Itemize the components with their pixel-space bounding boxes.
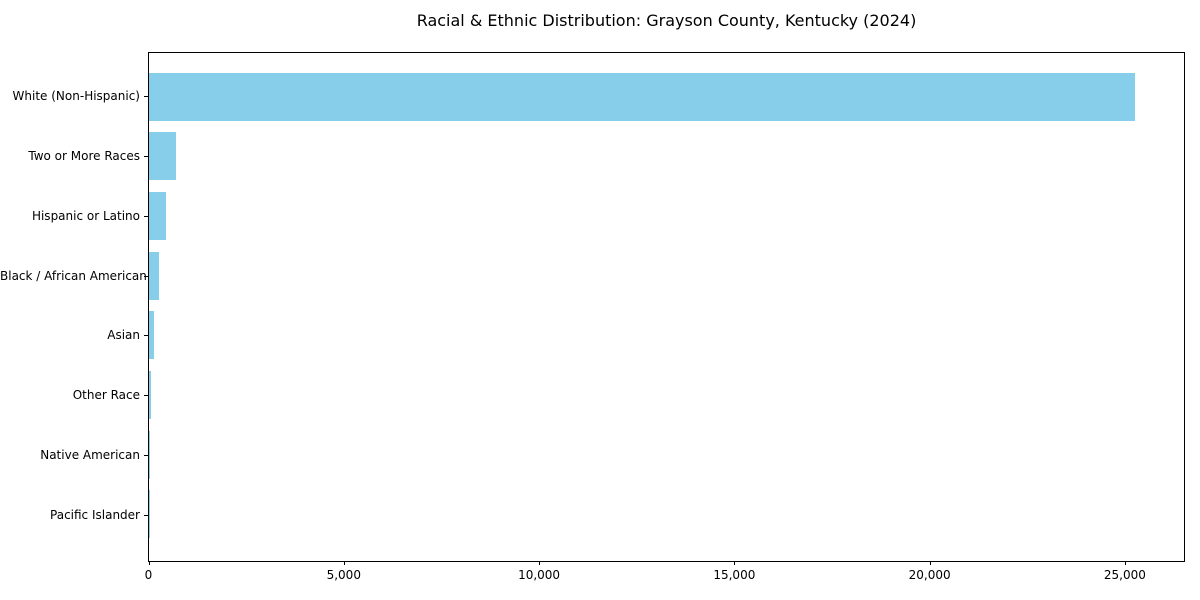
y-tick-mark-black-african-american bbox=[144, 276, 148, 277]
chart-title: Racial & Ethnic Distribution: Grayson Co… bbox=[416, 11, 917, 30]
y-tick-mark-asian bbox=[144, 335, 148, 336]
bar-black-african-american bbox=[149, 251, 159, 300]
plot-area bbox=[148, 52, 1185, 562]
y-tick-mark-hispanic-or-latino bbox=[144, 216, 148, 217]
y-tick-label-native-american: Native American bbox=[40, 448, 140, 463]
y-tick-mark-white-non-hispanic bbox=[144, 96, 148, 97]
x-tick-mark-15000 bbox=[734, 561, 736, 565]
x-tick-mark-5000 bbox=[343, 561, 345, 565]
bar-row-pacific-islander bbox=[149, 484, 1184, 544]
bar-row-hispanic-or-latino bbox=[149, 186, 1184, 246]
x-tick-label-15000: 15,000 bbox=[713, 568, 756, 582]
x-tick-label-0: 0 bbox=[144, 568, 153, 582]
bar-row-native-american bbox=[149, 425, 1184, 485]
bar-row-other-race bbox=[149, 365, 1184, 425]
y-tick-mark-two-or-more-races bbox=[144, 156, 148, 157]
x-tick-label-10000: 10,000 bbox=[518, 568, 561, 582]
bar-white-non-hispanic bbox=[149, 72, 1135, 121]
y-tick-mark-other-race bbox=[144, 395, 148, 396]
bar-row-white-non-hispanic bbox=[149, 67, 1184, 127]
y-tick-label-pacific-islander: Pacific Islander bbox=[50, 508, 140, 523]
bar-two-or-more-races bbox=[149, 132, 177, 181]
bar-other-race bbox=[149, 370, 151, 419]
x-tick-mark-25000 bbox=[1124, 561, 1126, 565]
y-tick-label-hispanic-or-latino: Hispanic or Latino bbox=[31, 208, 140, 223]
x-tick-label-25000: 25,000 bbox=[1103, 568, 1146, 582]
bar-native-american bbox=[149, 430, 150, 479]
x-tick-mark-20000 bbox=[929, 561, 931, 565]
x-tick-mark-0 bbox=[148, 561, 150, 565]
bar-row-black-african-american bbox=[149, 246, 1184, 306]
y-tick-label-asian: Asian bbox=[107, 328, 140, 343]
x-tick-mark-10000 bbox=[539, 561, 541, 565]
bar-row-two-or-more-races bbox=[149, 127, 1184, 187]
y-tick-mark-native-american bbox=[144, 455, 148, 456]
y-tick-mark-pacific-islander bbox=[144, 515, 148, 516]
y-tick-label-black-african-american: Black / African American bbox=[0, 268, 147, 283]
bars-container bbox=[149, 53, 1184, 561]
bar-hispanic-or-latino bbox=[149, 192, 167, 241]
x-tick-label-5000: 5,000 bbox=[326, 568, 361, 582]
bar-row-asian bbox=[149, 306, 1184, 366]
y-tick-label-other-race: Other Race bbox=[72, 388, 140, 403]
y-tick-label-two-or-more-races: Two or More Races bbox=[28, 148, 140, 163]
bar-asian bbox=[149, 311, 155, 360]
x-tick-label-20000: 20,000 bbox=[908, 568, 951, 582]
y-tick-label-white-non-hispanic: White (Non-Hispanic) bbox=[12, 88, 140, 103]
